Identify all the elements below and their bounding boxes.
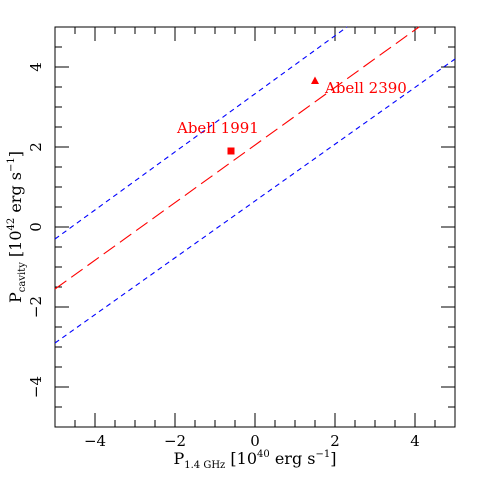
scatter-bound-line (54, 26, 348, 240)
x-tick-label: 0 (250, 432, 260, 450)
y-tick-label: 0 (27, 222, 45, 232)
best-fit-line (54, 26, 420, 290)
y-axis-title: Pcavity [1042 erg s−1] (6, 151, 28, 303)
y-tick-label: 2 (27, 142, 45, 152)
fit-lines (54, 26, 456, 344)
x-tick-label: 4 (410, 432, 420, 450)
y-tick-label: −4 (27, 376, 45, 398)
x-axis-title: P1.4 GHz [1040 erg s−1] (174, 449, 337, 471)
y-tick-label: 4 (27, 62, 45, 72)
point-annotation: Abell 2390 (324, 79, 407, 97)
point-annotation: Abell 1991 (176, 119, 259, 137)
scatter-bound-line (54, 58, 456, 344)
tick-labels: −4 −2 0 2 4 −4 −2 0 2 4 (27, 62, 420, 450)
x-tick-label: −2 (164, 432, 186, 450)
x-tick-label: −4 (84, 432, 106, 450)
axis-ticks (54, 26, 456, 428)
y-tick-label: −2 (27, 296, 45, 318)
x-tick-label: 2 (330, 432, 340, 450)
data-points: Abell 1991 Abell 2390 (176, 76, 407, 155)
point-square (227, 147, 235, 155)
point-triangle (311, 76, 319, 84)
